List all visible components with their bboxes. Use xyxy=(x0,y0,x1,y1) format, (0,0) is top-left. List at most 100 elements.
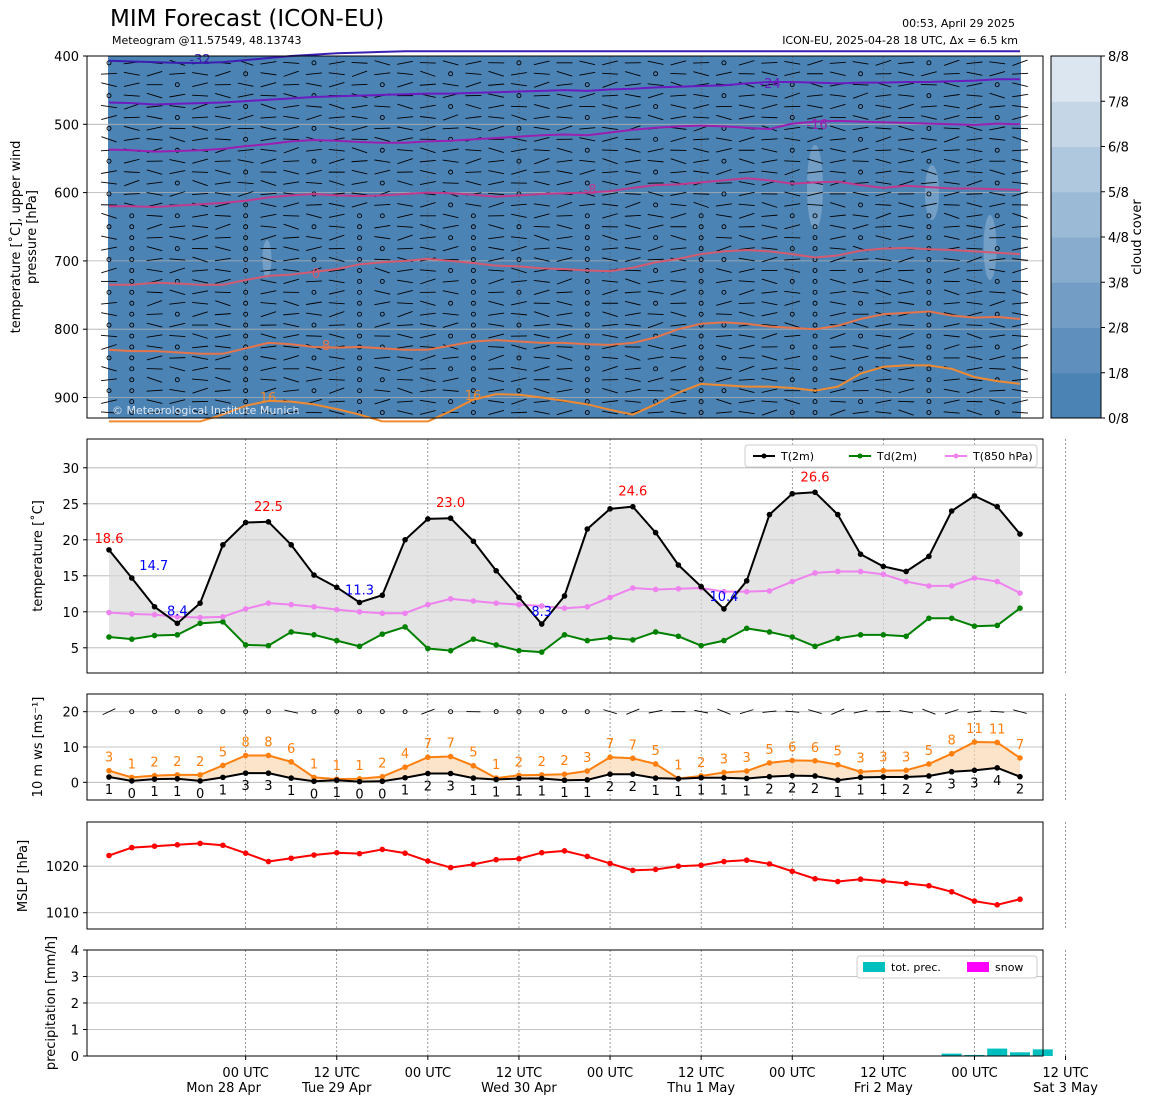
x-day-label-9: Sat 3 May xyxy=(1033,1081,1098,1096)
upper-wind-barb xyxy=(830,256,846,263)
colorbar-band-1 xyxy=(1051,327,1101,374)
dewpoint-point-1 xyxy=(128,636,135,642)
upper-wind-calm xyxy=(584,224,590,230)
upper-wind-barb xyxy=(829,71,846,76)
upper-wind-calm xyxy=(721,93,727,99)
upper-wind-barb xyxy=(989,223,1005,230)
upper-wind-barb xyxy=(943,115,960,120)
upper-wind-calm xyxy=(129,300,135,306)
upper-wind-barb xyxy=(488,346,505,348)
upper-wind-barb xyxy=(283,93,300,99)
wind-barb-calm-11 xyxy=(357,709,362,715)
upper-wind-calm xyxy=(926,125,932,131)
mslp-point-11 xyxy=(356,850,363,857)
upper-wind-barb xyxy=(898,148,915,153)
upper-wind-barb xyxy=(510,105,527,108)
t850-point-15 xyxy=(447,596,454,602)
upper-wind-calm xyxy=(470,355,476,361)
upper-wind-barb xyxy=(738,104,755,109)
wind-mean-point-24 xyxy=(652,761,659,767)
upper-wind-calm xyxy=(516,388,522,394)
upper-wind-barb xyxy=(283,181,300,185)
temp-legend-label-0: T(2m) xyxy=(780,450,814,463)
wind-mean-label-22: 7 xyxy=(606,737,614,752)
upper-wind-barb xyxy=(556,323,573,327)
x-day-label-1: Tue 29 Apr xyxy=(301,1081,372,1096)
precip-legend-label-1: snow xyxy=(995,961,1023,974)
upper-wind-barb xyxy=(260,333,277,339)
upper-air-ytick-label-1: 500 xyxy=(54,118,79,133)
mslp-point-37 xyxy=(948,888,955,895)
upper-wind-barb xyxy=(260,356,277,360)
upper-wind-barb xyxy=(146,322,163,328)
upper-wind-barb xyxy=(328,116,345,119)
upper-wind-barb xyxy=(943,388,960,393)
upper-wind-barb xyxy=(397,225,414,228)
upper-wind-barb xyxy=(283,202,300,208)
t2m-point-6 xyxy=(242,519,249,526)
temp-legend-marker-1 xyxy=(857,453,863,459)
upper-wind-barb xyxy=(533,247,550,250)
upper-wind-barb xyxy=(192,94,209,97)
upper-wind-barb xyxy=(1012,399,1028,404)
upper-wind-barb xyxy=(761,61,778,64)
upper-wind-barb xyxy=(306,114,322,121)
upper-wind-barb xyxy=(829,148,846,153)
t850-point-6 xyxy=(242,606,249,612)
upper-wind-barb xyxy=(966,345,983,348)
precip-ytick-label-0: 0 xyxy=(71,1050,79,1065)
isotherm-label-6b: 16 xyxy=(465,389,482,404)
upper-wind-barb xyxy=(124,103,140,110)
upper-wind-barb xyxy=(875,191,892,197)
upper-wind-barb xyxy=(738,302,755,304)
wind-mean-point-23 xyxy=(630,755,636,762)
upper-wind-barb xyxy=(715,137,732,142)
dewpoint-point-17 xyxy=(493,642,499,648)
upper-wind-calm xyxy=(106,224,112,230)
upper-wind-barb xyxy=(784,268,801,273)
upper-wind-calm xyxy=(243,300,249,306)
upper-wind-calm xyxy=(926,235,932,241)
upper-wind-barb xyxy=(374,136,391,142)
wind-mean-point-3 xyxy=(174,772,181,778)
t2m-point-23 xyxy=(630,503,636,510)
upper-wind-barb xyxy=(419,236,436,239)
upper-wind-calm xyxy=(812,377,818,383)
upper-wind-barb xyxy=(397,247,414,250)
upper-wind-barb xyxy=(602,334,618,339)
t2m-point-40 xyxy=(1017,531,1023,537)
upper-wind-calm xyxy=(243,224,249,230)
upper-wind-barb xyxy=(488,70,504,77)
upper-wind-calm xyxy=(698,355,704,361)
colorbar-tick-label-4: 4/8 xyxy=(1108,231,1129,246)
upper-wind-barb xyxy=(989,334,1006,338)
upper-wind-barb xyxy=(488,300,505,306)
upper-wind-barb xyxy=(306,377,322,382)
wind-ytick-label-0: 0 xyxy=(71,776,79,791)
upper-wind-calm xyxy=(174,180,180,186)
upper-wind-barb xyxy=(738,170,755,174)
upper-wind-barb xyxy=(943,212,960,219)
t850-point-1 xyxy=(128,611,135,617)
upper-wind-barb xyxy=(875,181,892,185)
upper-wind-barb xyxy=(374,258,391,261)
upper-wind-barb xyxy=(488,388,505,393)
wind-low-point-29 xyxy=(766,773,773,780)
wind-low-label-6: 3 xyxy=(242,779,250,794)
upper-wind-barb xyxy=(807,191,823,197)
upper-wind-barb xyxy=(898,269,915,272)
upper-wind-barb xyxy=(852,191,869,197)
upper-wind-calm xyxy=(357,333,362,339)
upper-wind-barb xyxy=(738,344,755,350)
upper-air-ylabel-1: pressure [hPa] xyxy=(25,190,40,284)
upper-wind-barb xyxy=(647,114,664,121)
upper-wind-calm xyxy=(812,410,818,415)
upper-wind-barb xyxy=(624,400,641,403)
wind-low-label-36: 2 xyxy=(925,782,933,797)
upper-wind-barb xyxy=(328,148,345,152)
upper-wind-barb xyxy=(534,81,550,88)
upper-wind-barb xyxy=(260,366,277,372)
upper-wind-barb xyxy=(715,313,732,315)
upper-wind-barb xyxy=(123,94,140,97)
